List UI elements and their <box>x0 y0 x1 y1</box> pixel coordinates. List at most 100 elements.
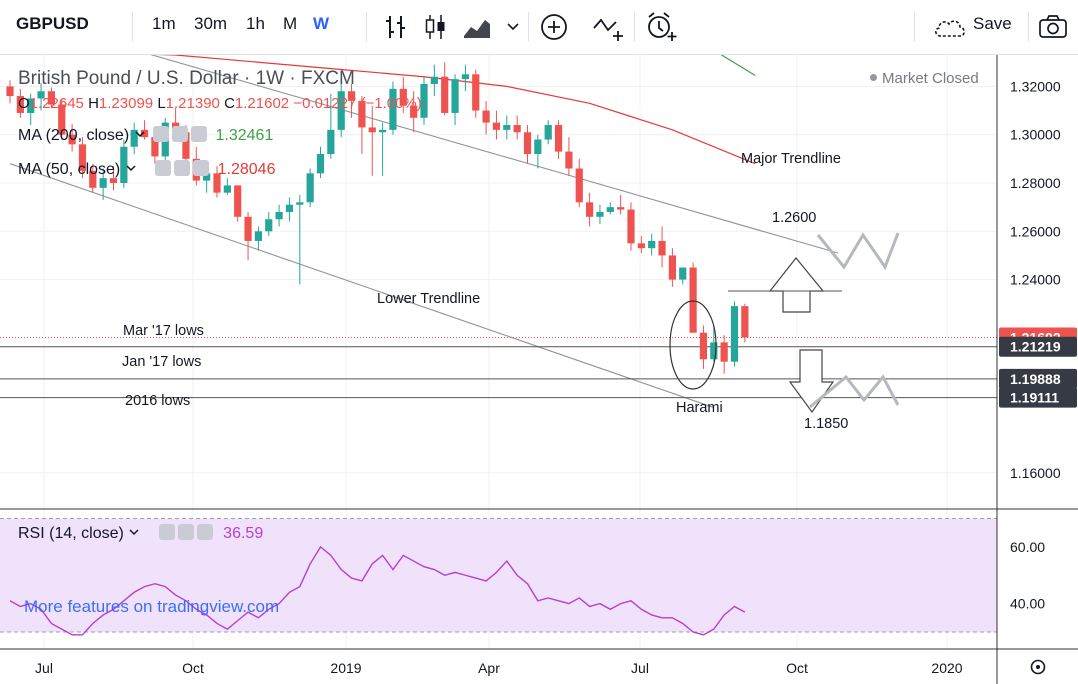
chevron-down-icon[interactable] <box>134 130 146 140</box>
candle-body <box>503 125 511 130</box>
candle-body <box>203 173 211 181</box>
axes: 1.32000 1.30000 1.28000 1.26000 1.24000 1.160… <box>35 78 1061 676</box>
interval-1h-button[interactable]: 1h <box>246 14 265 33</box>
market-status: Market Closed <box>870 70 979 87</box>
close-icon[interactable] <box>191 126 208 142</box>
candle-body <box>306 173 314 203</box>
time-tick-label: Jul <box>35 660 53 676</box>
candle-body <box>420 83 428 118</box>
price-tag-label: 1.19111 <box>1010 390 1059 406</box>
target-up-label: 1.2600 <box>772 210 816 226</box>
candle-body <box>627 209 635 244</box>
candle-body <box>441 76 449 113</box>
bar-chart-icon[interactable] <box>384 14 408 40</box>
candle-body <box>492 122 501 130</box>
time-axis-settings[interactable] <box>1030 659 1046 675</box>
close-label: C <box>224 95 235 112</box>
candle-body <box>316 154 325 174</box>
time-tick-label: 2020 <box>931 660 962 676</box>
interval-1m-button[interactable]: 1m <box>152 14 176 33</box>
eye-icon[interactable] <box>155 160 172 176</box>
cloud-icon[interactable] <box>932 15 968 39</box>
harami-circle <box>669 300 717 390</box>
high-label: H <box>88 95 99 112</box>
eye-icon[interactable] <box>153 126 170 142</box>
close-icon[interactable] <box>193 160 210 176</box>
interval-w-button[interactable]: W <box>313 14 330 33</box>
close-icon[interactable] <box>196 524 213 540</box>
candle-body <box>254 231 262 241</box>
top-toolbar: GBPUSD 1m 30m 1h M W Save <box>0 0 1078 55</box>
candle-body <box>368 127 376 133</box>
high-value: 1.23099 <box>98 95 154 112</box>
candle-body <box>699 332 708 360</box>
time-tick-label: Jul <box>631 660 649 676</box>
compare-icon[interactable] <box>592 12 626 42</box>
candle-body <box>337 91 345 130</box>
eye-icon[interactable] <box>158 524 175 540</box>
candle-body <box>78 144 87 171</box>
chevron-down-icon[interactable] <box>128 528 140 538</box>
close-value: 1.21602 <box>234 95 290 112</box>
ma50-label: MA (50, close) <box>18 161 121 178</box>
chevron-down-icon[interactable] <box>125 164 137 174</box>
symbol-search-button[interactable]: GBPUSD <box>16 14 89 33</box>
chart-canvas[interactable]: 1.32000 1.30000 1.28000 1.26000 1.24000 1.160… <box>0 55 1078 684</box>
major-trendline-label: Major Trendline <box>741 151 841 167</box>
chevron-down-icon[interactable] <box>506 22 520 32</box>
price-tick-label: 1.28000 <box>1010 175 1061 191</box>
chart-title: British Pound / U.S. Dollar · 1W · FXCM <box>18 68 355 89</box>
candle-body <box>244 216 252 241</box>
harami-label: Harami <box>676 400 723 416</box>
candle-body <box>741 306 749 338</box>
candle-body <box>275 211 283 220</box>
candle-body <box>596 211 604 217</box>
up-arrow-drawing <box>768 257 825 313</box>
candle-body <box>358 100 366 128</box>
candle-body <box>534 139 542 155</box>
rsi-tick-label: 60.00 <box>1010 539 1045 555</box>
candle-body <box>89 170 97 188</box>
toolbar-divider <box>1028 12 1029 42</box>
candle-body <box>151 137 159 157</box>
alert-clock-icon[interactable] <box>645 11 677 43</box>
rsi-label: RSI (14, close) <box>18 525 124 542</box>
gear-icon[interactable] <box>174 160 191 176</box>
interval-m-button[interactable]: M <box>283 14 298 33</box>
candle-body <box>27 98 35 113</box>
candle-body <box>430 76 438 84</box>
candle-body <box>379 129 387 133</box>
candle-body <box>523 132 532 155</box>
ma200-line <box>720 55 756 77</box>
gear-icon[interactable] <box>177 524 194 540</box>
candles-icon[interactable] <box>424 14 448 40</box>
major-trendline <box>150 55 839 254</box>
candle-body <box>120 146 128 183</box>
ma50-line <box>155 55 756 165</box>
tradingview-watermark[interactable]: More features on tradingview.com <box>24 597 280 616</box>
candle-body <box>296 202 304 205</box>
area-chart-icon[interactable] <box>462 14 492 40</box>
candle-body <box>482 110 490 123</box>
indicators-icon[interactable] <box>540 13 568 41</box>
candle-body <box>565 151 573 169</box>
candle-body <box>16 96 24 113</box>
moving-averages <box>155 55 756 165</box>
time-tick-label: Oct <box>786 660 808 676</box>
save-button[interactable]: Save <box>973 14 1012 33</box>
candle-body <box>689 267 697 333</box>
interval-30m-button[interactable]: 30m <box>194 14 228 33</box>
ma200-value: 1.32461 <box>215 127 274 144</box>
gear-icon[interactable] <box>172 126 189 142</box>
candle-body <box>58 104 66 135</box>
gear-icon-center <box>1036 665 1040 669</box>
camera-icon[interactable] <box>1038 15 1068 39</box>
price-tick-label: 1.30000 <box>1010 127 1061 143</box>
candle-body <box>130 129 138 147</box>
candle-body <box>461 74 469 80</box>
candle-body <box>586 202 594 217</box>
candle-body <box>544 125 552 140</box>
support-levels <box>0 336 997 399</box>
jan17-lows-label: Jan '17 lows <box>122 354 201 370</box>
gear-icon[interactable] <box>1030 659 1046 675</box>
